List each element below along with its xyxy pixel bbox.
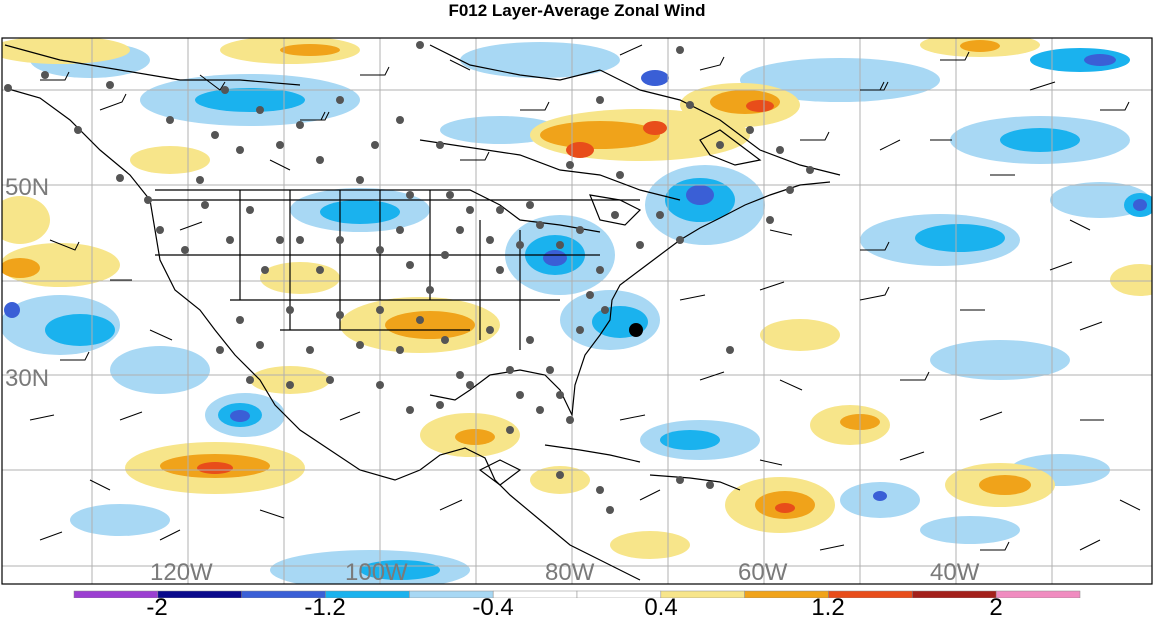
map-title: F012 Layer-Average Zonal Wind xyxy=(448,1,706,20)
colorbar-tick-label: 0.4 xyxy=(644,594,678,621)
colorbar-tick-label: -2 xyxy=(146,594,168,621)
wind-barbs xyxy=(29,44,1141,551)
lat-label-50n: 50N xyxy=(5,174,49,201)
observation-stations xyxy=(4,41,814,514)
colorbar-tick-label: -0.4 xyxy=(472,594,514,621)
colorbar-tick-label: -1.2 xyxy=(304,594,346,621)
colorbar-cell xyxy=(157,590,242,598)
colorbar-tick-label: 2 xyxy=(989,594,1003,621)
anomaly-red xyxy=(197,100,795,513)
colorbar-tick-label: 1.2 xyxy=(811,594,845,621)
lon-label-100w: 100W xyxy=(345,559,408,586)
plot-frame xyxy=(1,37,1153,585)
lat-label-30n: 30N xyxy=(5,365,49,392)
zonal-wind-map: 50N 30N 120W 100W 80W 60W 40W xyxy=(1,37,1153,586)
graticule xyxy=(2,38,1152,584)
lon-label-40w: 40W xyxy=(930,559,980,586)
colorbar-cell xyxy=(73,590,159,598)
anomaly-dark-blue xyxy=(4,54,1147,501)
lon-label-120w: 120W xyxy=(150,559,213,586)
colorbar-cell xyxy=(995,590,1081,598)
lon-label-80w: 80W xyxy=(545,559,595,586)
lon-label-60w: 60W xyxy=(738,559,788,586)
colorbar-cell xyxy=(912,590,997,598)
colorbar xyxy=(73,590,1081,598)
highlighted-station xyxy=(629,323,643,337)
